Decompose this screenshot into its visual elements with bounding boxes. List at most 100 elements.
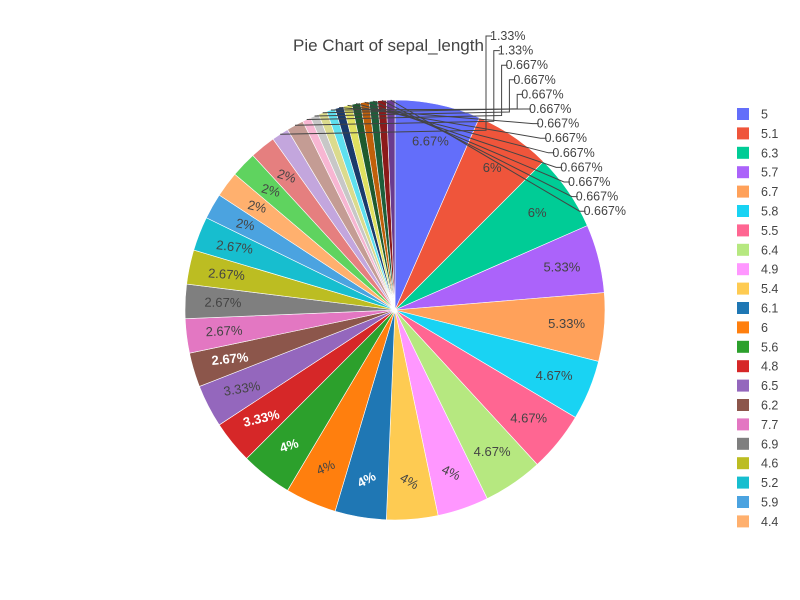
- legend-swatch: [737, 243, 749, 256]
- legend-item[interactable]: 5.8: [737, 205, 778, 219]
- slice-label: 2%: [260, 181, 283, 201]
- legend-swatch: [737, 476, 749, 489]
- leader-line: [390, 99, 586, 212]
- pie-slice[interactable]: [386, 99, 396, 311]
- outside-slice-label: 0.667%: [521, 87, 563, 101]
- legend-item[interactable]: 6.7: [737, 185, 778, 199]
- legend-item[interactable]: 6.2: [737, 399, 778, 413]
- legend-item[interactable]: 6.1: [737, 302, 778, 316]
- legend-item[interactable]: 6: [737, 321, 768, 335]
- legend-item[interactable]: 5.6: [737, 340, 778, 354]
- legend-label: 5.6: [761, 340, 778, 354]
- slice-label: 2%: [246, 197, 268, 216]
- legend-label: 4.8: [761, 360, 778, 374]
- leader-line: [294, 50, 500, 126]
- leader-line: [306, 64, 508, 120]
- slice-label: 4.67%: [536, 368, 573, 383]
- outside-slice-label: 1.33%: [490, 29, 525, 43]
- legend[interactable]: 5 5.1 6.3 5.7 6.7 5.8 5.5 6.4 4.9 5.4 6.1 6 5.6 4.8 6.…: [737, 108, 778, 529]
- slice-label: 5.33%: [548, 316, 585, 331]
- slice-label: 6%: [528, 205, 547, 220]
- legend-swatch: [737, 360, 749, 373]
- legend-item[interactable]: 6.9: [737, 437, 778, 451]
- legend-label: 5.1: [761, 127, 778, 141]
- legend-label: 5.7: [761, 166, 778, 180]
- legend-label: 5.9: [761, 496, 778, 510]
- slice-label: 2.67%: [211, 349, 250, 368]
- legend-swatch: [737, 302, 749, 314]
- legend-label: 5.4: [761, 282, 778, 296]
- outside-slice-label: 0.667%: [537, 117, 579, 131]
- legend-swatch: [737, 379, 749, 392]
- legend-item[interactable]: 5: [737, 108, 768, 122]
- legend-item[interactable]: 5.5: [737, 224, 778, 238]
- slice-label: 2%: [235, 215, 257, 233]
- legend-item[interactable]: 6.3: [737, 146, 778, 160]
- legend-item[interactable]: 5.2: [737, 476, 778, 490]
- legend-item[interactable]: 5.7: [737, 166, 778, 180]
- legend-label: 6.7: [761, 185, 778, 199]
- chart-title: Pie Chart of sepal_length: [293, 36, 484, 55]
- slice-label: 2.67%: [215, 237, 254, 257]
- legend-item[interactable]: 4.9: [737, 263, 778, 277]
- legend-swatch: [737, 263, 749, 276]
- leader-line: [322, 93, 524, 114]
- legend-swatch: [737, 437, 749, 450]
- legend-swatch: [737, 321, 749, 334]
- outside-slice-label: 0.667%: [560, 160, 602, 174]
- legend-item[interactable]: 6.5: [737, 379, 778, 393]
- slice-label: 4%: [278, 435, 301, 455]
- legend-item[interactable]: 4.8: [737, 360, 778, 374]
- outside-slice-label: 1.33%: [498, 44, 533, 58]
- outside-slice-label: 0.667%: [529, 102, 571, 116]
- legend-label: 5.2: [761, 476, 778, 490]
- legend-swatch: [737, 418, 749, 431]
- legend-item[interactable]: 4.4: [737, 515, 778, 529]
- legend-label: 6.3: [761, 146, 778, 160]
- legend-label: 5: [761, 108, 768, 122]
- outside-slice-label: 0.667%: [552, 146, 594, 160]
- slice-label: 2.67%: [204, 295, 242, 311]
- legend-item[interactable]: 7.7: [737, 418, 778, 432]
- outside-slice-label: 0.667%: [545, 131, 587, 145]
- legend-label: 6.1: [761, 302, 778, 316]
- legend-item[interactable]: 5.9: [737, 496, 778, 510]
- legend-label: 7.7: [761, 418, 778, 432]
- slice-label: 2%: [275, 166, 298, 186]
- slice-label: 4.67%: [510, 411, 547, 426]
- pie-slices: [184, 99, 606, 521]
- legend-swatch: [737, 127, 749, 140]
- legend-item[interactable]: 5.1: [737, 127, 778, 141]
- outside-slice-label: 0.667%: [568, 175, 610, 189]
- slice-label: 2.67%: [205, 323, 243, 340]
- legend-swatch: [737, 108, 749, 120]
- slice-label: 6.67%: [412, 134, 449, 149]
- legend-swatch: [737, 399, 749, 411]
- legend-swatch: [737, 166, 749, 179]
- slice-label: 4%: [439, 462, 463, 484]
- legend-swatch: [737, 515, 749, 528]
- legend-swatch: [737, 146, 749, 159]
- leader-line: [347, 104, 547, 139]
- leader-line: [339, 107, 539, 125]
- legend-label: 4.6: [761, 457, 778, 471]
- legend-label: 6.5: [761, 379, 778, 393]
- slice-label: 6%: [483, 160, 502, 175]
- outside-labels: 1.33%1.33%0.667%0.667%0.667%0.667%0.667%…: [280, 29, 626, 218]
- legend-swatch: [737, 224, 749, 237]
- outside-slice-label: 0.667%: [513, 73, 555, 87]
- outside-slice-label: 0.667%: [576, 190, 618, 204]
- legend-item[interactable]: 5.4: [737, 282, 778, 296]
- legend-item[interactable]: 6.4: [737, 243, 778, 257]
- leader-line: [280, 35, 492, 135]
- slice-label: 2.67%: [208, 265, 246, 283]
- legend-label: 6.4: [761, 243, 778, 257]
- slice-label: 3.33%: [222, 378, 261, 399]
- outside-slice-label: 0.667%: [584, 204, 626, 218]
- legend-label: 6: [761, 321, 768, 335]
- slice-label: 4.67%: [474, 444, 511, 459]
- legend-swatch: [737, 185, 749, 198]
- legend-label: 5.8: [761, 205, 778, 219]
- legend-item[interactable]: 4.6: [737, 457, 778, 471]
